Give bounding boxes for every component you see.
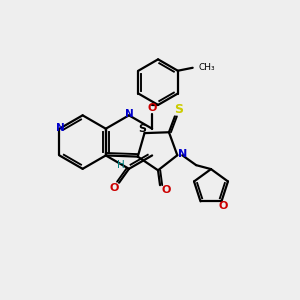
- Text: N: N: [124, 109, 133, 119]
- Text: S: S: [139, 124, 146, 134]
- Text: N: N: [178, 149, 187, 159]
- Text: S: S: [174, 103, 183, 116]
- Text: CH₃: CH₃: [199, 63, 215, 72]
- Text: O: O: [161, 185, 171, 195]
- Text: O: O: [147, 103, 157, 113]
- Text: H: H: [117, 160, 125, 170]
- Text: O: O: [219, 201, 228, 211]
- Text: O: O: [110, 183, 119, 193]
- Text: N: N: [56, 123, 65, 133]
